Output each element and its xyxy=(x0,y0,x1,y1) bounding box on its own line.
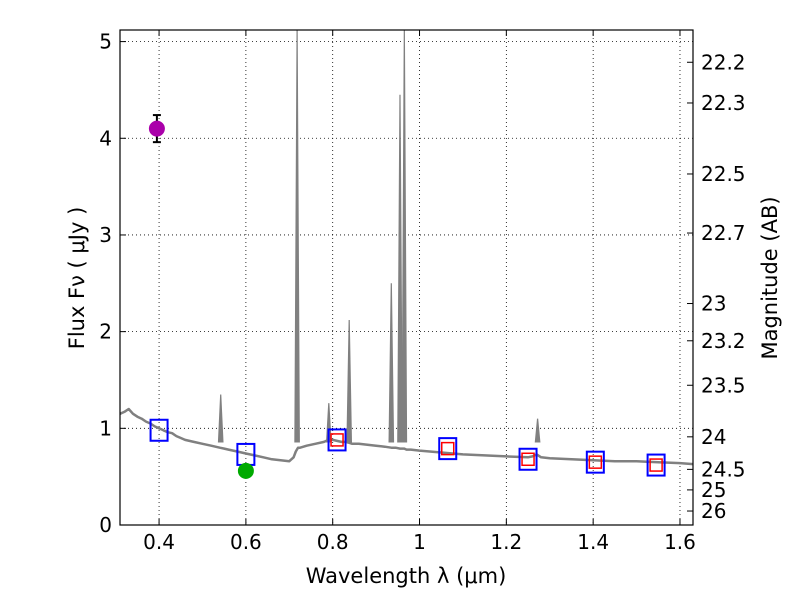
emission-line xyxy=(534,418,541,443)
right-axis-title: Magnitude (AB) xyxy=(758,196,782,359)
observed-photometry-box xyxy=(521,452,535,467)
spectrum-line xyxy=(119,407,694,466)
detection-point xyxy=(237,462,254,479)
x-tick-label: 1.6 xyxy=(664,530,696,554)
x-tick-label: 0.8 xyxy=(317,530,349,554)
x-tick-label: 1 xyxy=(413,530,426,554)
model-photometry-box xyxy=(438,437,458,461)
observed-photometry-box xyxy=(440,441,455,456)
detection-point xyxy=(148,120,165,137)
emission-line xyxy=(397,94,403,443)
right-tick-label: 23.5 xyxy=(701,373,746,397)
y-tick-label: 0 xyxy=(99,513,112,537)
y-tick-label: 5 xyxy=(99,30,112,54)
axis-ticks: 0.4 0.6 0.8 1 1.2 1.4 1.601234522.222.322.522.… xyxy=(99,30,745,554)
plot-frame xyxy=(119,29,694,526)
right-tick-label: 22.3 xyxy=(701,91,746,115)
right-tick-label: 24 xyxy=(701,425,726,449)
model-photometry-box xyxy=(646,453,666,477)
observed-photometry-box xyxy=(649,458,663,472)
grid-lines xyxy=(120,30,693,526)
right-tick-label: 23 xyxy=(701,292,726,316)
y-axis-title: Flux Fν ( μJy ) xyxy=(65,207,89,350)
y-tick-label: 1 xyxy=(99,416,112,440)
right-tick-label: 26 xyxy=(701,499,726,523)
x-tick-label: 1.2 xyxy=(490,530,522,554)
right-tick-label: 22.7 xyxy=(701,221,746,245)
y-tick-label: 4 xyxy=(99,126,112,150)
emission-line xyxy=(217,394,224,443)
emission-line xyxy=(346,320,353,443)
x-tick-label: 0.4 xyxy=(143,530,175,554)
emission-line xyxy=(401,29,408,443)
observed-photometry-box xyxy=(588,455,603,469)
right-tick-label: 22.5 xyxy=(701,162,746,186)
right-tick-label: 23.2 xyxy=(701,329,746,353)
x-axis-title: Wavelength λ (μm) xyxy=(306,564,507,588)
emission-line xyxy=(388,283,395,443)
y-tick-label: 3 xyxy=(99,223,112,247)
right-tick-label: 24.5 xyxy=(701,457,746,481)
model-photometry-box xyxy=(518,447,538,471)
model-photometry-box xyxy=(149,418,169,442)
right-tick-label: 25 xyxy=(701,478,726,502)
x-tick-label: 0.6 xyxy=(230,530,262,554)
series-layer xyxy=(119,29,694,479)
model-photometry-box xyxy=(585,450,605,474)
x-tick-label: 1.4 xyxy=(577,530,609,554)
observed-photometry-box xyxy=(330,433,344,447)
emission-line xyxy=(294,29,300,443)
model-photometry-box xyxy=(327,428,347,452)
right-tick-label: 22.2 xyxy=(701,50,746,74)
y-tick-label: 2 xyxy=(99,320,112,344)
